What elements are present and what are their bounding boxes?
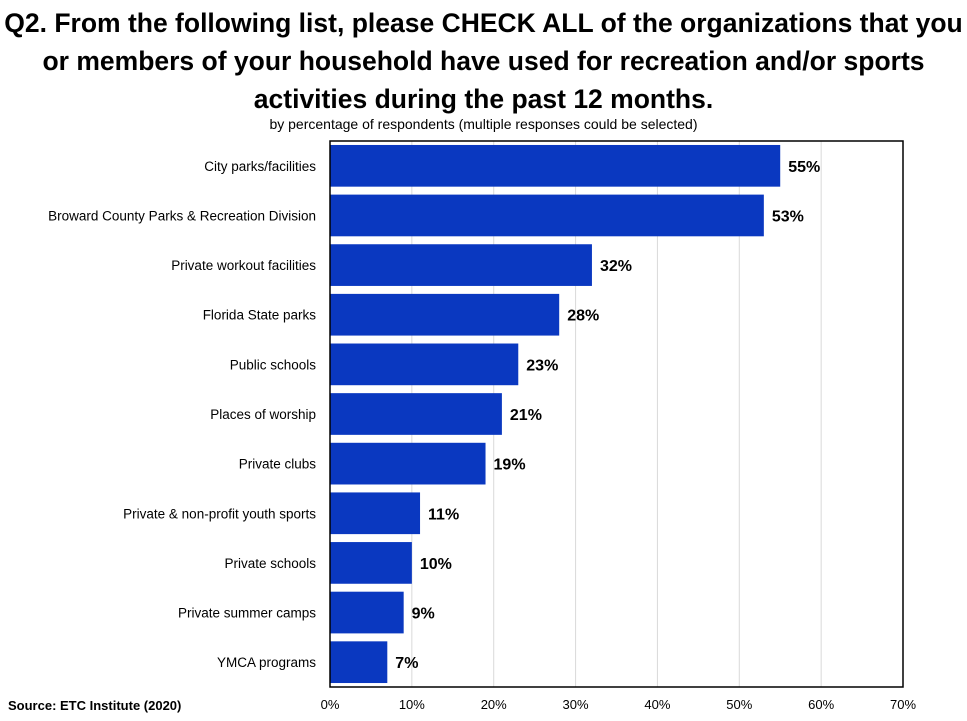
category-label: Private clubs (239, 457, 317, 472)
bar (330, 244, 592, 286)
data-label: 19% (494, 457, 526, 474)
category-label: Public schools (230, 357, 317, 372)
category-label: City parks/facilities (204, 159, 316, 174)
x-tick-label: 10% (399, 697, 425, 712)
category-label: Private schools (224, 556, 316, 571)
bar (330, 492, 421, 535)
bar (330, 194, 764, 237)
category-label: YMCA programs (217, 655, 316, 670)
bar (330, 641, 388, 684)
bar (330, 293, 560, 336)
category-label: Private summer camps (178, 606, 316, 621)
x-tick-label: 30% (563, 697, 589, 712)
x-tick-label: 20% (481, 697, 507, 712)
chart-title: Q2. From the following list, please CHEC… (4, 8, 963, 114)
x-tick-label: 70% (890, 697, 916, 712)
source-note: Source: ETC Institute (2020) (8, 698, 182, 713)
x-tick-label: 60% (808, 697, 834, 712)
category-label: Broward County Parks & Recreation Divisi… (48, 208, 316, 223)
bar (330, 343, 519, 386)
category-label: Private & non-profit youth sports (123, 506, 316, 521)
chart-subtitle: by percentage of respondents (multiple r… (269, 116, 698, 132)
plot-frame (329, 140, 904, 688)
data-label: 21% (510, 407, 542, 424)
data-label: 23% (526, 357, 558, 374)
data-label: 28% (567, 308, 599, 325)
bar (330, 393, 502, 435)
bar (330, 542, 412, 584)
data-label: 11% (428, 506, 459, 523)
bar (330, 591, 404, 634)
x-tick-label: 40% (644, 697, 670, 712)
data-label: 10% (420, 556, 452, 573)
category-label: Florida State parks (203, 308, 317, 323)
data-label: 55% (788, 159, 820, 176)
x-tick-label: 0% (321, 697, 340, 712)
category-label: Places of worship (210, 407, 316, 422)
data-label: 9% (412, 606, 435, 623)
bar (330, 442, 486, 485)
category-label: Private workout facilities (171, 258, 316, 273)
data-label: 7% (395, 655, 418, 672)
data-label: 32% (600, 258, 632, 275)
data-label: 53% (772, 208, 804, 225)
bar (330, 144, 781, 187)
x-tick-label: 50% (726, 697, 752, 712)
